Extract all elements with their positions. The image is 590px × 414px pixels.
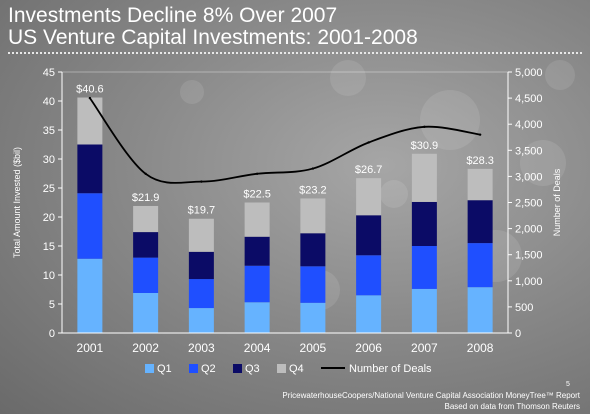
legend-label-q4: Q4 <box>289 363 304 375</box>
deals-point-2002 <box>144 172 147 175</box>
legend-label-deals: Number of Deals <box>349 363 432 375</box>
bar-q4-2008 <box>467 168 493 201</box>
bar-q3-2001 <box>77 144 103 194</box>
x-tick-label: 2005 <box>300 341 327 355</box>
bar-q2-2001 <box>77 193 103 259</box>
bar-q2-2006 <box>356 255 382 296</box>
bar-q4-2006 <box>356 178 382 216</box>
total-label-2007: $30.9 <box>411 140 439 152</box>
total-label-2005: $23.2 <box>299 184 327 196</box>
y2-tick-label: 1,500 <box>515 250 543 262</box>
y2-tick-label: 3,000 <box>515 171 543 183</box>
y-tick-label: 10 <box>43 270 55 282</box>
legend-swatch-q3 <box>233 364 242 373</box>
bar-q2-2002 <box>133 257 159 293</box>
bar-q4-2007 <box>411 153 437 202</box>
bar-q4-2001 <box>77 97 103 145</box>
y2-tick-label: 0 <box>515 328 521 340</box>
y2-tick-label: 2,000 <box>515 224 543 236</box>
x-tick-label: 2006 <box>355 341 382 355</box>
bar-q1-2007 <box>411 288 437 333</box>
bar-q3-2008 <box>467 200 493 244</box>
deals-point-2003 <box>200 180 203 183</box>
bar-q3-2004 <box>244 236 270 266</box>
y-tick-label: 45 <box>43 67 55 79</box>
x-tick-label: 2008 <box>467 341 494 355</box>
y2-tick-label: 4,000 <box>515 119 543 131</box>
x-tick-label: 2004 <box>244 341 271 355</box>
x-tick-label: 2002 <box>132 341 159 355</box>
legend-label-q3: Q3 <box>245 363 260 375</box>
y2-tick-label: 4,500 <box>515 93 543 105</box>
y2-tick-label: 3,500 <box>515 145 543 157</box>
bar-q3-2002 <box>133 232 159 258</box>
bar-q1-2006 <box>356 295 382 333</box>
y2-tick-label: 5,000 <box>515 67 543 79</box>
bar-q2-2008 <box>467 243 493 288</box>
y-tick-label: 30 <box>43 154 55 166</box>
y-tick-label: 5 <box>49 299 55 311</box>
y-axis-title: Total Amount Invested ($bil) <box>12 147 22 258</box>
legend-swatch-q2 <box>189 364 198 373</box>
bar-q1-2008 <box>467 287 493 333</box>
bar-q2-2004 <box>244 265 270 303</box>
deals-point-2008 <box>478 133 482 136</box>
total-label-2003: $19.7 <box>188 205 216 217</box>
y-tick-label: 35 <box>43 125 55 137</box>
x-tick-label: 2003 <box>188 341 215 355</box>
deals-point-2001 <box>88 96 92 100</box>
y-tick-label: 20 <box>43 212 55 224</box>
bar-q3-2007 <box>411 201 437 246</box>
bar-q1-2003 <box>188 308 214 333</box>
bar-q3-2003 <box>188 251 214 280</box>
legend-label-q1: Q1 <box>157 363 172 375</box>
y2-tick-label: 500 <box>515 302 533 314</box>
source-attribution: Based on data from Thomson Reuters <box>444 402 580 411</box>
total-label-2008: $28.3 <box>466 155 494 167</box>
deals-point-2004 <box>255 172 259 175</box>
deals-point-2005 <box>311 167 315 170</box>
bar-q3-2006 <box>356 215 382 256</box>
y2-tick-label: 2,500 <box>515 198 543 210</box>
legend-label-q2: Q2 <box>201 363 216 375</box>
x-tick-label: 2001 <box>77 341 104 355</box>
plot-frame <box>61 71 509 334</box>
bar-q1-2001 <box>77 258 103 333</box>
total-label-2006: $26.7 <box>355 164 383 176</box>
bar-q4-2005 <box>300 198 326 234</box>
bar-q1-2002 <box>133 292 159 333</box>
bar-q2-2003 <box>188 279 214 309</box>
y-tick-label: 25 <box>43 183 55 195</box>
x-tick-label: 2007 <box>411 341 438 355</box>
total-label-2004: $22.5 <box>243 189 271 201</box>
legend-swatch-q1 <box>145 364 154 373</box>
deals-point-2006 <box>367 141 370 144</box>
y-tick-label: 15 <box>43 241 55 253</box>
bar-q2-2005 <box>300 266 326 303</box>
bar-q4-2004 <box>244 202 270 237</box>
bar-q1-2005 <box>300 302 326 333</box>
bar-q4-2003 <box>188 218 214 252</box>
total-label-2002: $21.9 <box>132 192 160 204</box>
y2-axis-title: Number of Deals <box>552 168 562 236</box>
title-line-2: US Venture Capital Investments: 2001-200… <box>8 26 418 49</box>
title-divider <box>8 52 582 54</box>
y2-tick-label: 1,000 <box>515 276 543 288</box>
deals-point-2007 <box>423 125 426 129</box>
title-line-1: Investments Decline 8% Over 2007 <box>8 4 338 27</box>
total-label-2001: $40.6 <box>76 84 104 96</box>
bar-q2-2007 <box>411 246 437 289</box>
bar-q3-2005 <box>300 233 326 267</box>
y-tick-label: 0 <box>49 328 55 340</box>
bar-q1-2004 <box>244 302 270 333</box>
page-number: 5 <box>566 381 570 388</box>
source-note: PricewaterhouseCoopers/National Venture … <box>282 391 580 400</box>
legend-swatch-q4 <box>277 364 286 373</box>
bar-q4-2002 <box>133 205 159 233</box>
y-tick-label: 40 <box>43 96 55 108</box>
